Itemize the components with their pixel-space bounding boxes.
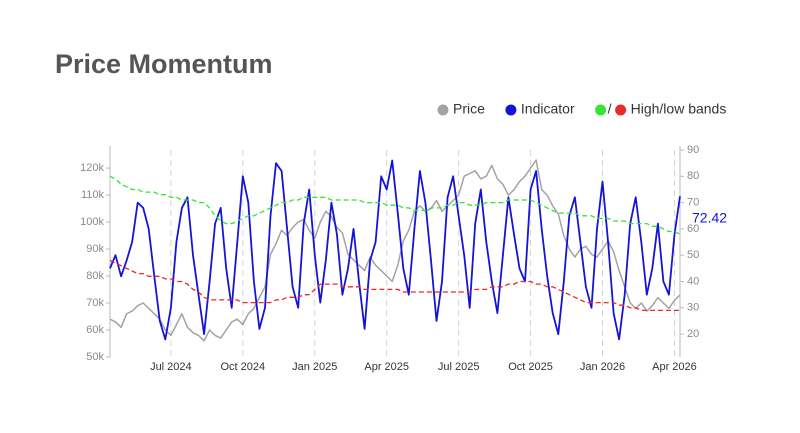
y2-tick-label: 30 xyxy=(687,302,699,314)
legend-dot xyxy=(437,104,449,116)
x-tick-label: Oct 2024 xyxy=(220,361,265,373)
x-tick-label: Jul 2024 xyxy=(150,361,192,373)
series-line xyxy=(109,175,681,235)
series-line xyxy=(109,159,681,341)
y2-tick-label: 50 xyxy=(687,249,699,261)
y-tick-label: 90k xyxy=(86,243,104,255)
y-tick-label: 120k xyxy=(80,162,104,174)
x-tick-label: Jul 2025 xyxy=(438,361,480,373)
legend-dot xyxy=(615,104,627,116)
y2-tick-label: 70 xyxy=(687,197,699,209)
series-line xyxy=(109,159,681,342)
x-tick-label: Oct 2025 xyxy=(508,361,553,373)
chart-title: Price Momentum xyxy=(55,49,273,79)
legend-label: Indicator xyxy=(521,101,575,117)
y2-tick-label: 80 xyxy=(687,170,699,182)
x-tick-label: Jan 2026 xyxy=(580,361,625,373)
legend-label: High/low bands xyxy=(631,101,727,117)
y-tick-label: 80k xyxy=(86,270,104,282)
y-tick-label: 50k xyxy=(86,351,104,363)
y-tick-label: 110k xyxy=(81,189,105,201)
legend-slash: / xyxy=(608,101,612,117)
y-tick-label: 60k xyxy=(86,324,104,336)
x-tick-label: Apr 2026 xyxy=(652,361,697,373)
y2-tick-label: 90 xyxy=(687,144,699,156)
y2-tick-label: 60 xyxy=(687,223,699,235)
y2-tick-label: 20 xyxy=(687,328,699,340)
legend-dot xyxy=(595,104,607,116)
legend-dot xyxy=(505,104,517,116)
y-tick-label: 100k xyxy=(80,216,104,228)
y-tick-label: 70k xyxy=(86,297,104,309)
y2-tick-label: 40 xyxy=(687,275,699,287)
x-tick-label: Apr 2025 xyxy=(364,361,409,373)
x-tick-label: Jan 2025 xyxy=(292,361,337,373)
last-value-label: 72.42 xyxy=(692,210,727,226)
legend-label: Price xyxy=(453,101,485,117)
series-line xyxy=(109,259,680,312)
